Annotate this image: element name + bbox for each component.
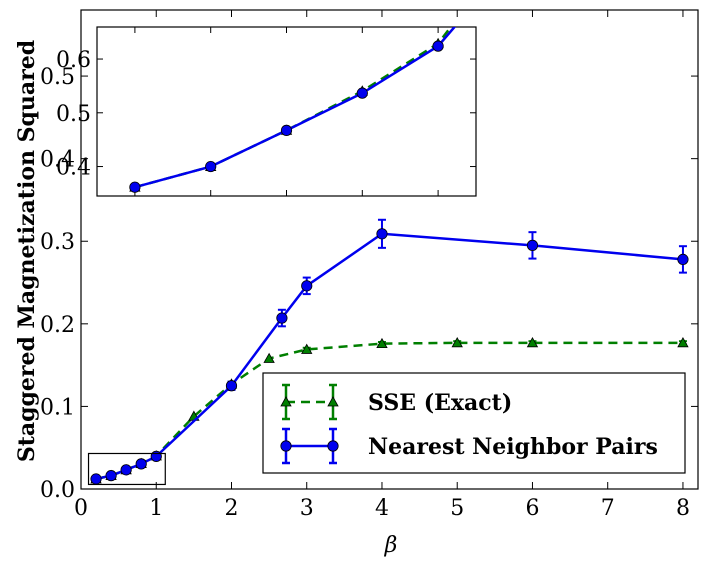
x-tick-label: 6	[525, 496, 539, 521]
inset-data-point-1	[129, 181, 141, 193]
inset-series	[129, 27, 457, 193]
data-point-0	[526, 336, 539, 348]
zoom-region-box	[87, 452, 166, 486]
inset-plot: 0.4 0.5 0.6	[56, 26, 477, 197]
x-tick-label: 2	[224, 496, 238, 521]
data-point-0	[451, 336, 463, 348]
x-tick-label: 0	[74, 496, 88, 521]
data-point-0	[301, 343, 313, 354]
data-point-0	[263, 352, 275, 363]
legend-marker-0	[280, 396, 292, 407]
data-point-1	[105, 470, 117, 482]
data-point-1	[135, 458, 147, 470]
data-point-0	[677, 336, 689, 348]
data-point-1	[90, 473, 102, 485]
data-point-1	[225, 380, 238, 392]
inset-y-tick-label: 0.5	[56, 102, 91, 127]
data-point-1	[120, 464, 132, 476]
y-tick-label: 0.0	[40, 478, 75, 503]
y-tick-label: 0.4	[40, 148, 75, 173]
x-tick-label: 1	[149, 496, 163, 521]
data-point-1	[376, 228, 388, 240]
inset-data-point-1	[356, 87, 368, 99]
legend-marker-0	[327, 396, 339, 407]
y-tick-label: 0.1	[40, 395, 75, 420]
data-point-1	[276, 312, 288, 324]
inset-y-tick-label: 0.6	[56, 48, 91, 73]
legend: SSE (Exact) Nearest Neighbor Pairs	[262, 372, 686, 474]
y-tick-label: 0.5	[40, 65, 75, 90]
x-tick-label: 8	[676, 496, 690, 521]
inset-data-point-1	[432, 40, 444, 52]
data-point-1	[150, 450, 162, 462]
legend-label-0: SSE (Exact)	[368, 390, 512, 416]
legend-marker-1	[280, 440, 292, 452]
inset-data-point-1	[280, 124, 293, 136]
legend-label-1: Nearest Neighbor Pairs	[368, 434, 658, 460]
y-axis-label: Staggered Magnetization Squared	[14, 40, 40, 462]
x-axis-label: β	[384, 533, 398, 558]
inset-series-line-1	[134, 27, 457, 189]
x-tick-label: 5	[450, 496, 464, 521]
y-tick-label: 0.3	[40, 230, 75, 255]
x-tick-label: 4	[375, 496, 389, 521]
inset-y-tick-label: 0.4	[56, 156, 91, 181]
data-point-1	[677, 253, 689, 266]
inset-frame	[96, 26, 477, 197]
data-point-0	[376, 337, 388, 349]
y-tick-label: 0.2	[40, 313, 75, 338]
data-point-1	[526, 239, 539, 251]
legend-marker-1	[327, 440, 339, 452]
main-plot: 0 1 2 3 4 5 6 7 8 0.0 0.1 0.2 0.3 0.4 0.5	[40, 9, 699, 521]
plot-frame	[80, 9, 699, 490]
x-tick-label: 3	[300, 496, 314, 521]
inset-data-point-1	[205, 160, 217, 173]
x-tick-label: 7	[601, 496, 615, 521]
data-point-1	[301, 280, 313, 292]
